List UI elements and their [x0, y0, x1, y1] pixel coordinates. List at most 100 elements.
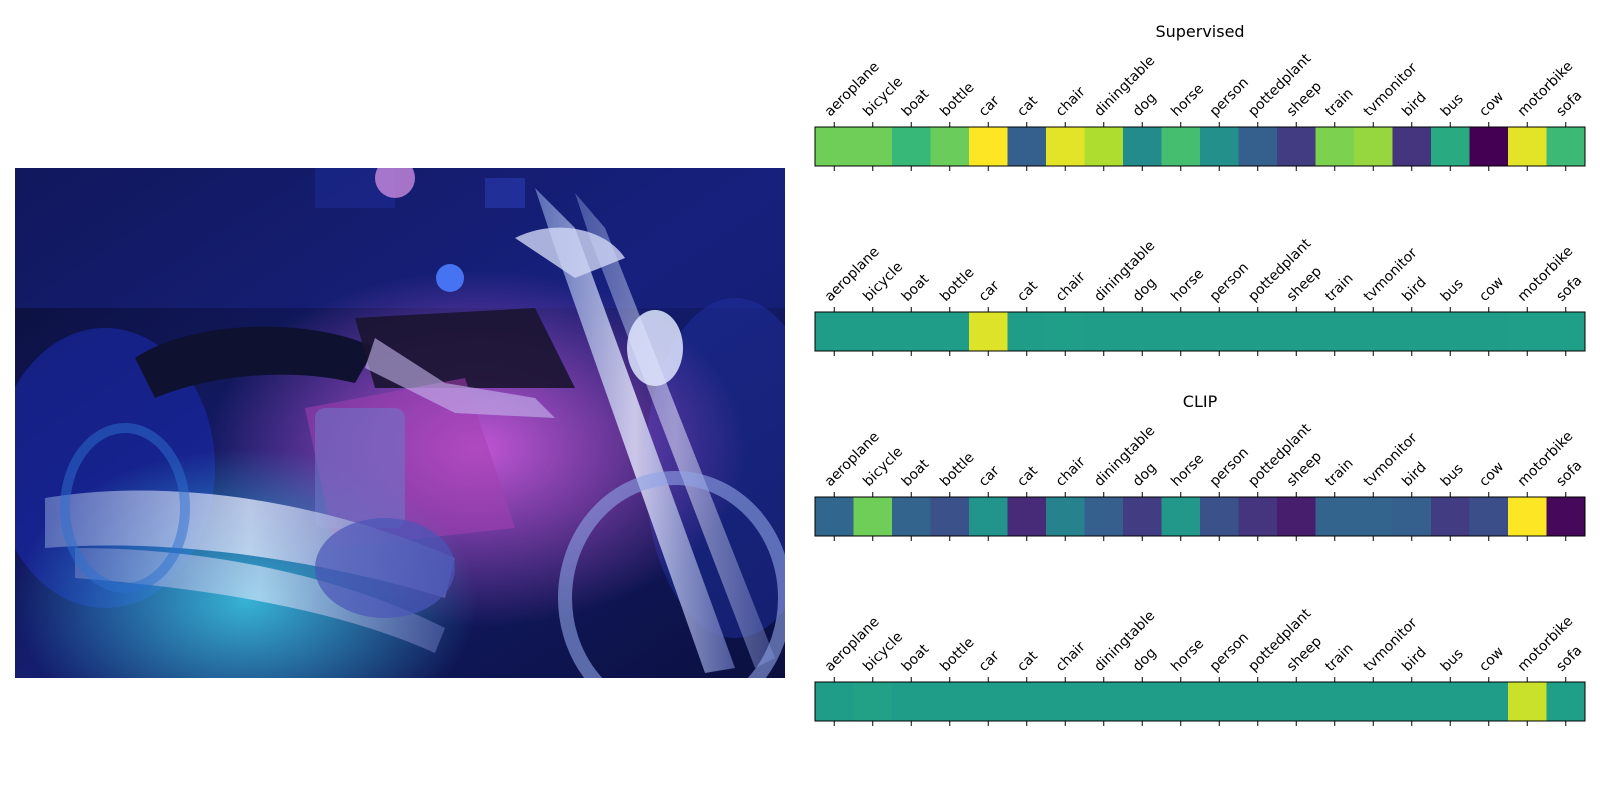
heatmap-cell: [1161, 312, 1201, 351]
category-label: bird: [1399, 459, 1430, 490]
heatmap-cell: [1277, 682, 1316, 721]
heatmap-cell: [815, 682, 854, 721]
heatmap-cell: [892, 312, 931, 351]
category-label: horse: [1168, 266, 1207, 305]
heatmap-cell: [1200, 682, 1239, 721]
heatmap-cell: [853, 497, 893, 536]
heatmap-cell: [1431, 497, 1470, 536]
heatmap-cell: [853, 312, 893, 351]
heatmap-cell: [1123, 127, 1162, 166]
heatmap-cell: [1007, 127, 1047, 166]
heatmap-cell: [1508, 682, 1547, 721]
category-label: cow: [1476, 89, 1507, 120]
heatmap-cell: [1238, 682, 1278, 721]
heatmap-cell: [1315, 497, 1355, 536]
heatmap-cell: [1046, 497, 1085, 536]
heatmap-cell: [853, 682, 893, 721]
category-label: horse: [1168, 81, 1207, 120]
heatmap-cell: [815, 497, 854, 536]
heatmap-cell: [1546, 312, 1586, 351]
heatmap-cell: [930, 127, 970, 166]
heatmap-cell: [1238, 497, 1278, 536]
category-label: boat: [899, 86, 933, 120]
category-label: bottle: [937, 265, 977, 305]
heatmap-cell: [853, 127, 893, 166]
category-label: sofa: [1553, 88, 1585, 120]
category-label: car: [976, 93, 1003, 120]
heatmap-cell: [1007, 312, 1047, 351]
heatmap-cell: [1238, 127, 1278, 166]
chart-title: Supervised: [1155, 22, 1244, 41]
category-label: sofa: [1553, 458, 1585, 490]
category-label: cat: [1014, 463, 1041, 490]
category-label: bus: [1438, 276, 1467, 305]
category-label: bottle: [937, 80, 977, 120]
heatmap-cell: [1007, 682, 1047, 721]
heatmap-cell: [1315, 312, 1355, 351]
heatmap-cell: [1084, 312, 1124, 351]
heatmap-cell: [969, 312, 1008, 351]
heatmap-cell: [1277, 312, 1316, 351]
heatmap-cell: [930, 312, 970, 351]
category-label: dog: [1130, 275, 1160, 305]
heatmap-cell: [1392, 497, 1432, 536]
heatmap-cell: [1238, 312, 1278, 351]
heatmap-cell: [930, 497, 970, 536]
heatmap-cell: [1431, 127, 1470, 166]
strip-frame: [814, 681, 1586, 722]
heatmap-cell: [1007, 497, 1047, 536]
strip-frame: [814, 496, 1586, 537]
heatmap-cell: [1431, 682, 1470, 721]
category-label: sofa: [1553, 643, 1585, 675]
category-label: horse: [1168, 451, 1207, 490]
heatmap-cell: [1469, 127, 1509, 166]
heatmap-cell: [1354, 682, 1393, 721]
category-label: car: [976, 278, 1003, 305]
heatmap-cell: [1469, 497, 1509, 536]
category-label: cow: [1476, 459, 1507, 490]
heatmap-cell: [1508, 312, 1547, 351]
heatmap-cell: [1084, 682, 1124, 721]
heatmap-cell: [1431, 312, 1470, 351]
category-label: bus: [1438, 91, 1467, 120]
heatmap-cell: [1161, 127, 1201, 166]
heatmap-cell: [892, 682, 931, 721]
chart-title: CLIP: [1183, 392, 1218, 411]
heatmap-cell: [1046, 312, 1085, 351]
heatmap-cell: [969, 497, 1008, 536]
heatmap-cell: [969, 127, 1008, 166]
heatmap-cell: [1277, 497, 1316, 536]
heatmap-cell: [969, 682, 1008, 721]
category-label: person: [1207, 445, 1252, 490]
category-label: boat: [899, 456, 933, 490]
category-label: dog: [1130, 460, 1160, 490]
heatmap-cell: [1469, 312, 1509, 351]
category-label: chair: [1053, 84, 1089, 120]
category-label: chair: [1053, 269, 1089, 305]
category-label: cat: [1014, 278, 1041, 305]
category-label: chair: [1053, 639, 1089, 675]
category-label: dog: [1130, 645, 1160, 675]
heatmap-cell: [815, 312, 854, 351]
category-label: cat: [1014, 93, 1041, 120]
category-label: bird: [1399, 644, 1430, 675]
heatmap-cell: [1392, 127, 1432, 166]
heatmap-cell: [1546, 682, 1586, 721]
heatmap-cell: [1508, 127, 1547, 166]
strip-frame: [814, 311, 1586, 352]
category-label: train: [1322, 640, 1356, 674]
heatmap-cell: [1046, 127, 1085, 166]
category-label: cow: [1476, 274, 1507, 305]
heatmap-cell: [1200, 497, 1239, 536]
heatmap-cell: [1200, 127, 1239, 166]
heatmap-cell: [1315, 682, 1355, 721]
category-label: bus: [1438, 646, 1467, 675]
heatmap-cell: [1546, 497, 1586, 536]
heatmap-cell: [1123, 682, 1162, 721]
heatmap-cell: [1200, 312, 1239, 351]
category-label: bird: [1399, 89, 1430, 120]
